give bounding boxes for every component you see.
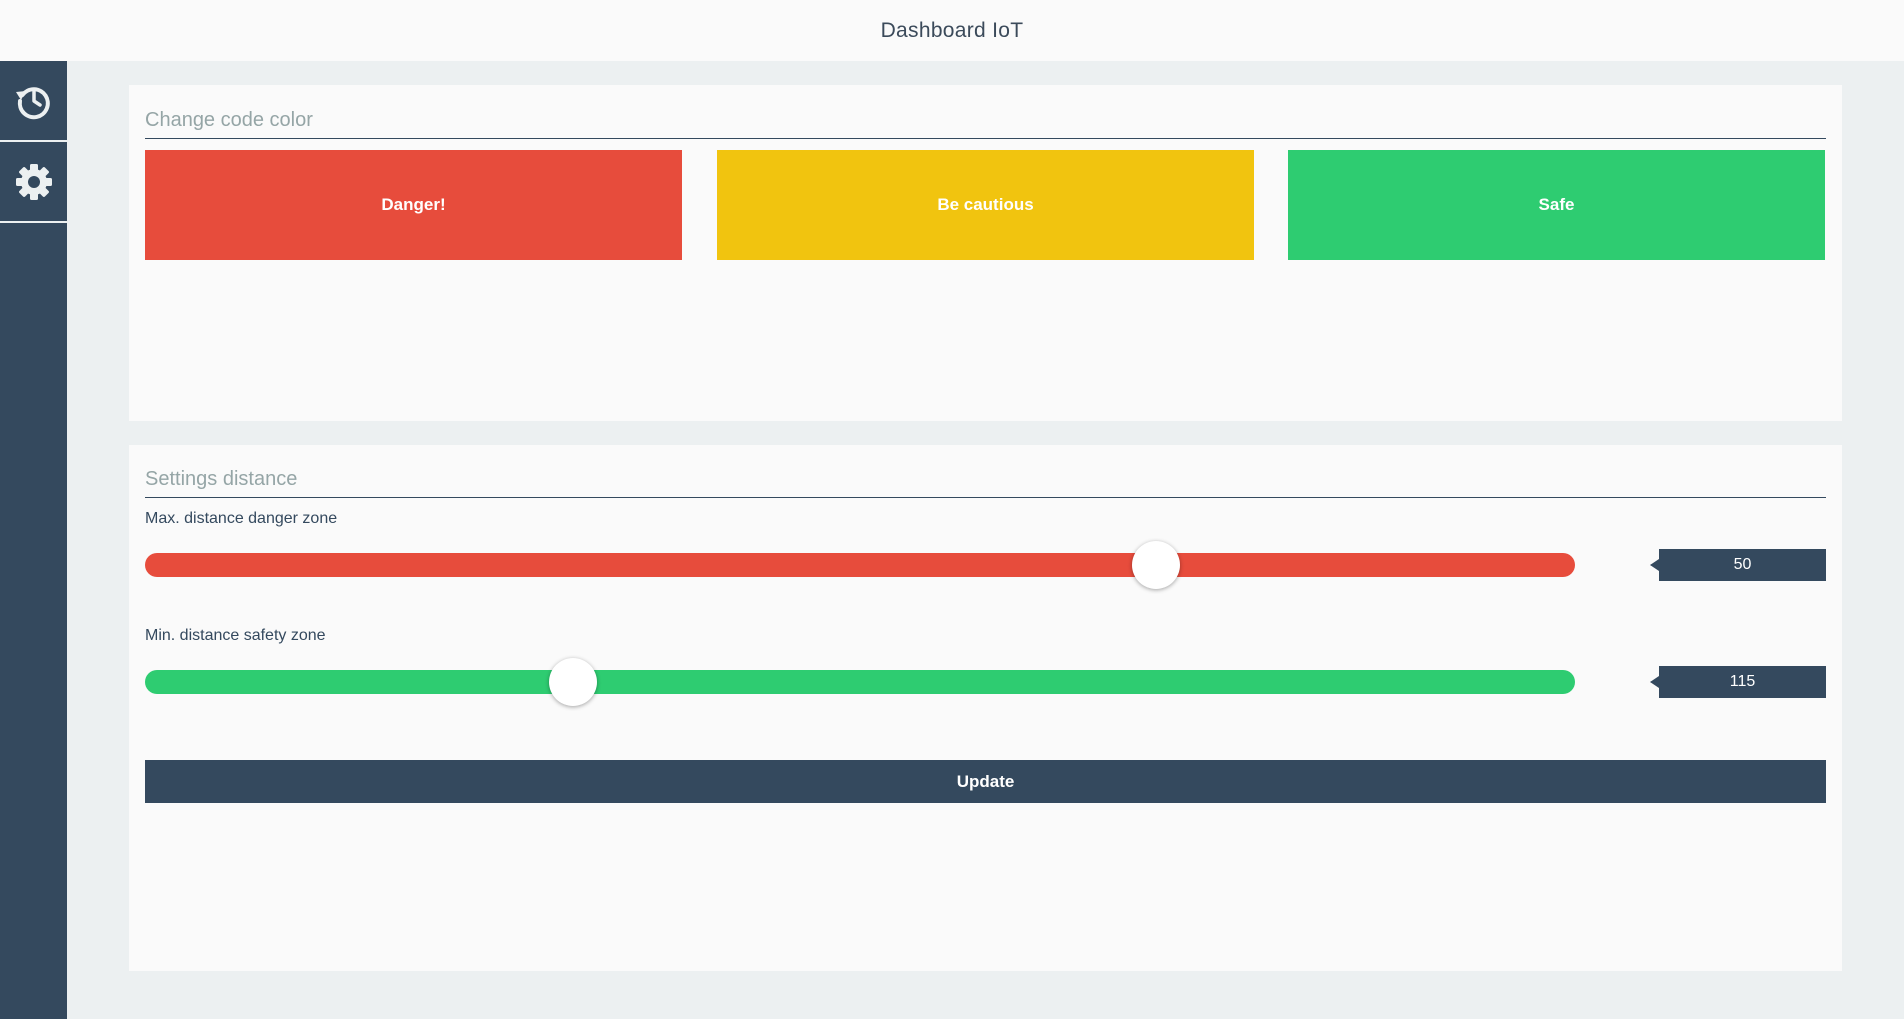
safety-zone-slider[interactable] [145, 658, 1575, 706]
history-icon [15, 86, 50, 119]
safety-zone-slider-thumb[interactable] [548, 658, 597, 706]
update-button[interactable]: Update [145, 760, 1826, 803]
danger-zone-slider-thumb[interactable] [1132, 541, 1180, 589]
danger-zone-label: Max. distance danger zone [145, 510, 338, 527]
code-color-panel: Change code color Danger! Be cautious Sa… [129, 85, 1842, 421]
settings-distance-panel: Settings distance Max. distance danger z… [129, 445, 1842, 971]
danger-zone-slider[interactable] [145, 541, 1575, 589]
safety-zone-label: Min. distance safety zone [145, 627, 326, 644]
code-color-title: Change code color [145, 109, 1826, 139]
app-title: Dashboard IoT [880, 18, 1024, 42]
safety-zone-value: 115 [1650, 666, 1826, 698]
sidebar [0, 61, 67, 1019]
gear-icon [15, 163, 52, 200]
settings-distance-title: Settings distance [145, 468, 1826, 498]
sidebar-item-settings[interactable] [0, 142, 67, 223]
caution-button[interactable]: Be cautious [717, 150, 1254, 260]
danger-zone-value: 50 [1650, 549, 1826, 581]
danger-button[interactable]: Danger! [145, 150, 682, 260]
safe-button[interactable]: Safe [1288, 150, 1825, 260]
sidebar-item-history[interactable] [0, 61, 67, 142]
top-bar: Dashboard IoT [0, 0, 1904, 61]
